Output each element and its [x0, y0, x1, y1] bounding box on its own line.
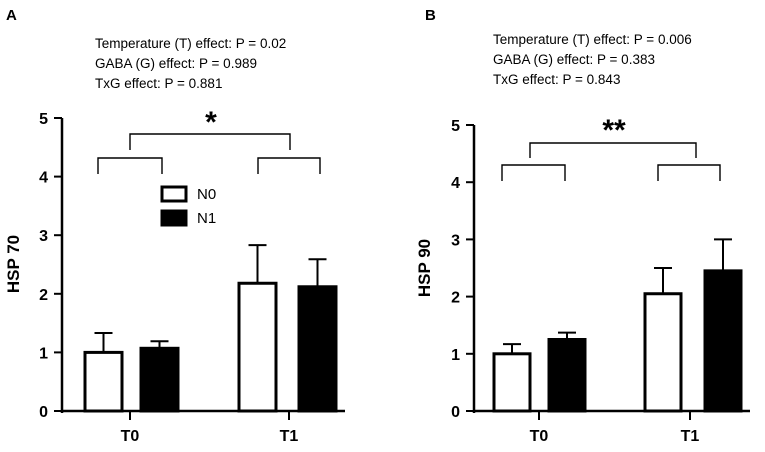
panel-b-stat-temperature: Temperature (T) effect: P = 0.006: [493, 32, 692, 47]
panel-a-bracket-t1: [257, 157, 321, 174]
panel-b: B Temperature (T) effect: P = 0.006 GABA…: [415, 7, 750, 445]
panel-b-bar-n1-t1: [703, 269, 743, 413]
panel-b-label: B: [425, 7, 436, 24]
panel-a-label: A: [6, 7, 17, 24]
panel-a: A Temperature (T) effect: P = 0.02 GABA …: [4, 7, 345, 445]
panel-a-bracket-t0: [97, 157, 163, 174]
panel-a-bar-n1-t0: [139, 346, 180, 413]
panel-a-y-ticks: 0 1 2 3 4 5: [39, 111, 62, 421]
panel-b-y-tick-label-0: 0: [451, 404, 460, 421]
panel-a-y-axis-label: HSP 70: [4, 235, 23, 293]
panel-b-stat-gaba: GABA (G) effect: P = 0.383: [493, 52, 655, 67]
panel-a-y-tick-label-5: 5: [39, 111, 48, 128]
panel-b-significance-marker: **: [602, 114, 626, 147]
panel-b-y-tick-label-1: 1: [451, 347, 460, 364]
panel-a-y-tick-label-1: 1: [39, 345, 48, 362]
panel-a-x-tick-label-t0: T0: [121, 428, 140, 445]
panel-a-x-tick-label-t1: T1: [280, 428, 299, 445]
panel-b-bracket-main: [529, 142, 697, 158]
panel-a-y-tick-label-4: 4: [39, 170, 48, 187]
panel-b-y-ticks: 0 1 2 3 4 5: [451, 118, 474, 421]
panel-a-bar-n0-t1: [237, 281, 278, 413]
panel-b-y-tick-label-4: 4: [451, 175, 460, 192]
panel-b-bar-n0-t0: [492, 352, 532, 413]
panel-b-y-tick-label-2: 2: [451, 290, 460, 307]
panel-b-y-axis-label: HSP 90: [415, 239, 434, 297]
panel-b-bar-n1-t0: [547, 338, 587, 413]
panel-a-y-tick-label-2: 2: [39, 287, 48, 304]
panel-a-bar-n0-t0: [83, 350, 124, 413]
panel-b-stat-interaction: TxG effect: P = 0.843: [493, 72, 620, 87]
legend-label-n0: N0: [197, 186, 216, 203]
panel-a-stat-gaba: GABA (G) effect: P = 0.989: [95, 56, 257, 71]
panel-a-bar-n1-t1: [297, 285, 338, 413]
panel-a-bracket-main: [129, 133, 291, 150]
panel-b-y-tick-label-5: 5: [451, 118, 460, 135]
panel-b-x-tick-label-t0: T0: [530, 428, 549, 445]
panel-b-y-tick-label-3: 3: [451, 232, 460, 249]
panel-a-y-tick-label-0: 0: [39, 404, 48, 421]
panel-a-y-tick-label-3: 3: [39, 228, 48, 245]
panel-b-bar-n0-t1: [643, 292, 683, 413]
panel-a-significance-marker: *: [205, 106, 217, 139]
panel-b-x-tick-label-t1: T1: [681, 428, 700, 445]
legend-swatch-n1: [160, 209, 188, 227]
legend-swatch-n0: [160, 185, 188, 203]
panel-a-stat-interaction: TxG effect: P = 0.881: [95, 76, 222, 91]
legend-label-n1: N1: [197, 210, 216, 227]
panel-b-bracket-t1: [657, 164, 721, 181]
panel-b-bracket-t0: [501, 164, 566, 181]
panel-a-stat-temperature: Temperature (T) effect: P = 0.02: [95, 36, 286, 51]
